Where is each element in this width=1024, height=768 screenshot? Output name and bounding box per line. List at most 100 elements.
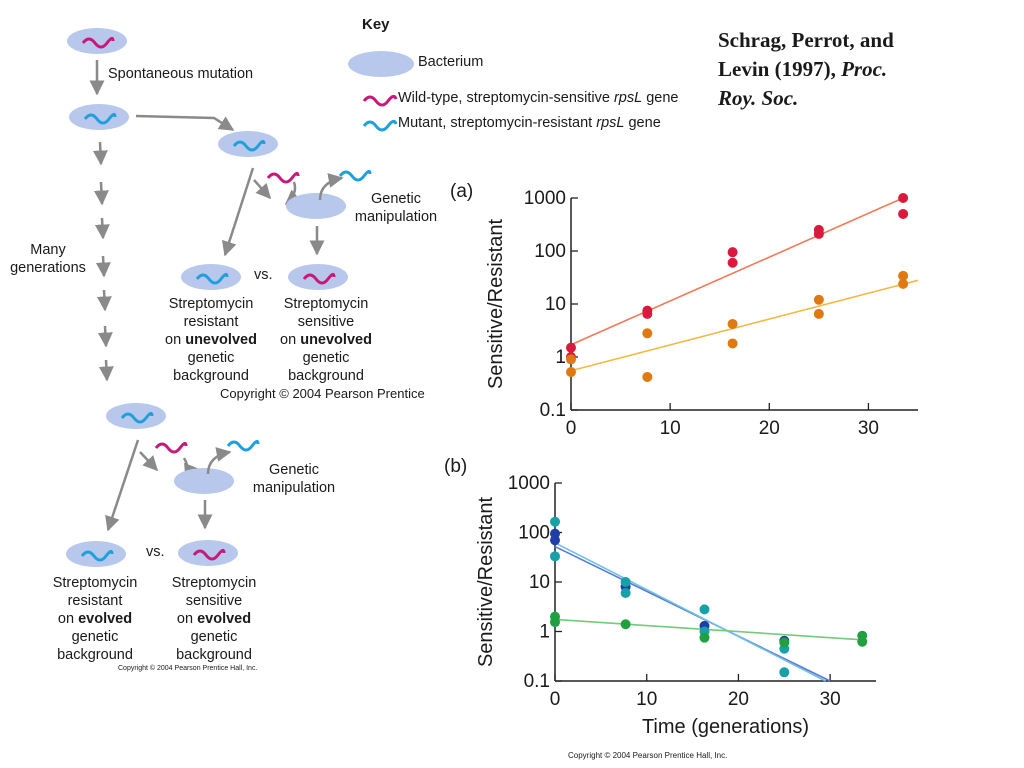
series-2-point [779,637,790,648]
y-tick-label: 1000 [508,473,550,494]
bottom-resistant-line-2: resistant [67,593,123,609]
series-2-point [550,617,560,628]
y-tick-label: 100 [518,523,550,544]
series-1-point [566,354,576,365]
bacterium-icon [106,403,166,429]
series-0-point [898,193,909,203]
series-0-point [727,247,738,258]
y-axis-label: Sensitive/Resistant [485,219,507,390]
genetic-manipulation-bottom-line-2: manipulation [252,480,336,496]
genetic-manipulation-line-1: Genetic [371,191,421,207]
bacterium-icon [181,264,241,290]
y-tick-label: 10 [545,294,566,315]
citation-authors: Schrag, Perrot, and [718,28,894,52]
y-tick-label: 0.1 [540,400,566,421]
series-0-fit-line [570,197,904,346]
bacterium-icon [286,193,346,219]
mutant-gene-icon [226,439,260,452]
top-sensitive-line-5: background [288,368,364,384]
key-wildtype-gene-icon [362,94,398,107]
bacterium-icon [66,541,126,567]
genetic-manipulation-label-top: Genetic manipulation [346,190,446,226]
top-resistant-line-1: Streptomycin [168,296,254,312]
top-sensitive-bold: unevolved [300,332,372,348]
many-generations-arrows [92,141,114,382]
genetic-manipulation-bottom-line-1: Genetic [269,462,319,478]
y-tick-label: 0.1 [524,671,550,692]
series-0-point [550,535,560,546]
bottom-resistant-line-3: on evolved [34,610,156,628]
top-sensitive-line-3: on unevolved [265,331,387,349]
spontaneous-mutation-label: Spontaneous mutation [108,66,254,82]
copyright-bottom-right: Copyright © 2004 Pearson Prentice Hall, … [568,751,728,760]
arrow-icon [253,179,271,200]
x-tick-label: 20 [728,689,749,710]
bacterium-icon [288,264,348,290]
key-mutant-suffix: gene [624,115,661,131]
series-2-point [699,632,710,643]
many-generations-line-1: Many [30,242,66,258]
citation: Schrag, Perrot, and Levin (1997), Proc. … [718,26,1018,113]
top-resistant-line-3: on unevolved [150,331,272,349]
series-1-point [566,367,576,378]
arrow-icon [318,173,344,201]
bottom-resistant-label: Streptomycin resistant on evolved geneti… [34,574,156,664]
vs-label-bottom: vs. [146,544,165,560]
y-tick-label: 1 [555,347,566,368]
series-1-point [727,318,738,329]
arrow-icon [206,447,232,475]
series-1-point [813,308,824,319]
series-1-point [699,604,710,615]
wildtype-gene-icon [154,441,188,454]
key-mutant-gene-icon [362,119,398,132]
key-bacterium-icon [348,51,414,77]
series-1-point [779,667,790,678]
series-1-point [813,294,824,305]
series-0-point [642,308,653,319]
top-sensitive-line-4: genetic [302,350,350,366]
series-0-point [566,342,576,353]
series-2-point [620,619,631,630]
chart-b-panel-label: (b) [444,456,468,477]
series-1-fit-line [570,279,919,372]
bottom-sensitive-line-5: background [176,647,252,663]
x-tick-label: 10 [660,418,681,439]
top-resistant-label: Streptomycin resistant on unevolved gene… [150,295,272,385]
top-sensitive-line-2: sensitive [297,314,355,330]
vs-label-top: vs. [254,267,273,283]
top-sensitive-label: Streptomycin sensitive on unevolved gene… [265,295,387,385]
chart-a: 0.1 1 10 100 1000 0 10 20 30 Sensitive/Resistant [485,188,919,439]
key-mutant-prefix: Mutant, streptomycin-resistant [398,115,597,131]
bottom-sensitive-label: Streptomycin sensitive on evolved geneti… [153,574,275,664]
bottom-sensitive-on: on [176,611,194,627]
key-wildtype-prefix: Wild-type, streptomycin-sensitive [398,90,614,106]
top-resistant-line-4: genetic [187,350,235,366]
many-generations-line-2: generations [10,260,86,276]
bottom-resistant-line-1: Streptomycin [52,575,138,591]
top-sensitive-line-1: Streptomycin [283,296,369,312]
key-title: Key [362,16,390,33]
top-resistant-bold: unevolved [185,332,257,348]
bottom-sensitive-line-3: on evolved [153,610,275,628]
bacterium-icon [218,131,278,157]
arrow-icon [135,114,235,132]
bottom-sensitive-bold: evolved [197,611,252,627]
bacterium-icon [178,540,238,566]
bottom-resistant-line-4: genetic [71,629,119,645]
series-1-point [898,270,909,281]
many-generations-label: Many generations [2,241,94,277]
series-1-point [620,587,631,598]
y-axis-label: Sensitive/Resistant [475,497,497,668]
series-0-point [813,228,824,239]
mutant-gene-icon [338,169,372,182]
top-resistant-line-5: background [173,368,249,384]
series-1-point [727,338,738,349]
wildtype-gene-icon [266,171,300,184]
series-0-point [727,257,738,268]
series-1-point [550,551,560,562]
bottom-sensitive-line-4: genetic [190,629,238,645]
x-tick-label: 0 [550,689,561,710]
bottom-resistant-line-5: background [57,647,133,663]
x-tick-label: 10 [636,689,657,710]
